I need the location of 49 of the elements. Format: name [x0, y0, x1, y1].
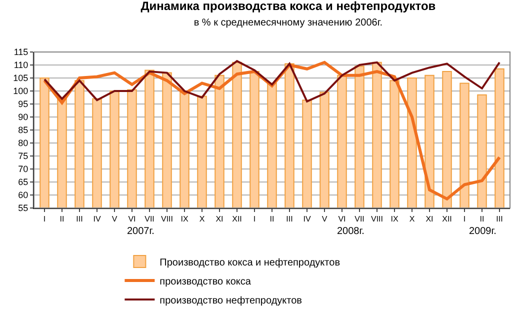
legend-label: производство кокса: [160, 276, 252, 288]
chart-subtitle: в % к среднемесячному значению 2006г.: [194, 17, 383, 28]
y-tick-label: 95: [18, 99, 28, 110]
legend-label: производство нефтепродуктов: [160, 295, 302, 306]
x-tick-label: VII: [354, 214, 364, 224]
y-tick-label: 105: [13, 73, 28, 84]
y-tick-label: 70: [18, 164, 28, 174]
x-tick-label: XII: [442, 214, 452, 224]
x-tick-label: VII: [144, 214, 154, 224]
y-tick-label: 100: [13, 86, 28, 96]
x-tick-label: III: [286, 214, 293, 224]
x-tick-label: II: [480, 214, 484, 224]
x-tick-label: VIII: [160, 214, 174, 224]
y-tick-label: 110: [14, 60, 28, 70]
x-tick-label: II: [60, 214, 64, 224]
x-tick-label: V: [112, 214, 118, 224]
x-tick-label: X: [409, 214, 416, 224]
x-tick-label: I: [253, 214, 256, 224]
y-tick-label: 90: [18, 112, 28, 122]
line-series: [44, 60, 500, 102]
y-tick-label: 115: [14, 47, 28, 58]
y-tick-label: 75: [18, 151, 28, 162]
x-tick-label: V: [322, 214, 328, 224]
x-tick-label: XI: [216, 214, 224, 224]
x-tick-label: VI: [338, 214, 346, 224]
x-tick-label: VI: [128, 214, 136, 224]
x-tick-label: XII: [232, 214, 242, 224]
text: 2008г.: [337, 226, 364, 237]
y-tick-label: 80: [18, 138, 28, 148]
x-tick-label: VIII: [370, 214, 384, 224]
x-tick-label: IV: [93, 214, 102, 224]
text: 2009г.: [469, 226, 496, 237]
x-tick-label: IX: [180, 214, 189, 224]
y-tick-label: 85: [18, 125, 28, 136]
y-tick-label: 60: [18, 190, 28, 200]
x-tick-label: X: [199, 214, 206, 224]
chart-title: Динамика производства кокса и нефтепродуктов: [140, 0, 436, 13]
y-tick-label: 65: [18, 177, 28, 188]
x-tick-label: XI: [426, 214, 434, 224]
x-tick-label: III: [496, 214, 503, 224]
x-tick-label: I: [463, 214, 466, 224]
x-tick-label: IX: [390, 214, 399, 224]
x-tick-label: II: [270, 214, 274, 224]
x-tick-label: I: [43, 214, 46, 224]
text: 2007г.: [127, 226, 154, 237]
x-tick-label: III: [76, 214, 83, 224]
y-tick-label: 55: [18, 203, 28, 214]
x-tick-label: IV: [303, 214, 312, 224]
legend-label: Производство кокса и нефтепродуктов: [160, 257, 340, 268]
